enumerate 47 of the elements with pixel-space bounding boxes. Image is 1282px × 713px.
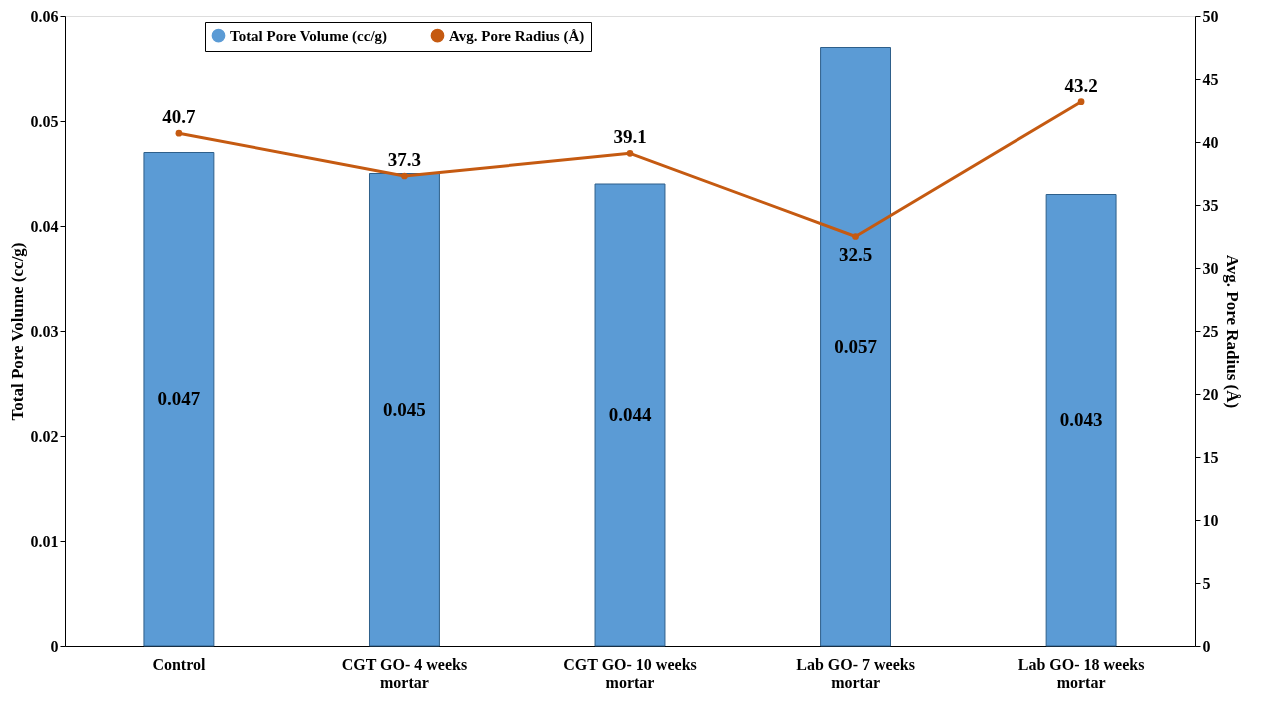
data-label: 40.7 <box>162 106 197 128</box>
x-tick-label: CGT GO- 4 weeks mortar <box>341 655 468 691</box>
y-tick-label: 0.05 <box>30 112 59 130</box>
y-tick-label: 0.04 <box>30 217 59 235</box>
bar <box>820 47 892 647</box>
x-tick-label: Lab GO- 7 weeks mortar <box>796 655 915 691</box>
y2-tick-label: 50 <box>1202 7 1219 25</box>
data-label: 37.3 <box>387 149 422 171</box>
data-label: 32.5 <box>838 243 873 265</box>
y-tick-label: 0.03 <box>30 322 59 340</box>
data-label: 0.044 <box>608 404 652 425</box>
y-tick-label: 0 <box>50 637 59 655</box>
data-label: 0.057 <box>834 335 878 357</box>
bar <box>368 173 440 647</box>
y2-tick-label: 10 <box>1202 511 1219 529</box>
data-label: 39.1 <box>613 126 647 148</box>
data-label: 0.047 <box>157 388 201 410</box>
x-tick-label: CGT GO- 10 weeks mortar <box>563 655 697 691</box>
y2-tick-label: 5 <box>1202 574 1211 592</box>
y2-tick-label: 40 <box>1202 133 1219 151</box>
y-tick-label: 0.06 <box>30 7 59 25</box>
data-label: 43.2 <box>1064 74 1098 96</box>
y2-tick-label: 20 <box>1202 385 1219 403</box>
y2-tick-label: 35 <box>1202 196 1219 214</box>
bar <box>1045 194 1117 647</box>
y2-axis-title: Avg. Pore Radius (Å) <box>1222 254 1242 409</box>
point <box>626 149 634 157</box>
bar <box>594 183 666 647</box>
data-label: 0.045 <box>383 398 426 420</box>
x-tick-label: Lab GO- 18 weeks mortar <box>1017 655 1145 691</box>
y-axis-title: Total Pore Volume (cc/g) <box>7 242 27 421</box>
y2-tick-label: 45 <box>1202 70 1219 88</box>
legend-label: Total Pore Volume (cc/g) <box>230 27 388 45</box>
data-label: 0.043 <box>1059 409 1103 431</box>
y2-tick-label: 0 <box>1202 637 1211 655</box>
x-tick-label: Control <box>152 655 206 673</box>
y-tick-label: 0.01 <box>30 532 59 550</box>
y2-tick-label: 25 <box>1202 322 1219 340</box>
point <box>401 172 408 180</box>
y2-tick-label: 15 <box>1202 448 1219 466</box>
y2-tick-label: 30 <box>1202 259 1219 277</box>
bar <box>143 152 215 647</box>
legend-label: Avg. Pore Radius (Å) <box>449 27 585 45</box>
point <box>1077 98 1085 106</box>
point <box>852 233 859 240</box>
point <box>175 129 183 137</box>
y-tick-label: 0.02 <box>30 427 59 445</box>
